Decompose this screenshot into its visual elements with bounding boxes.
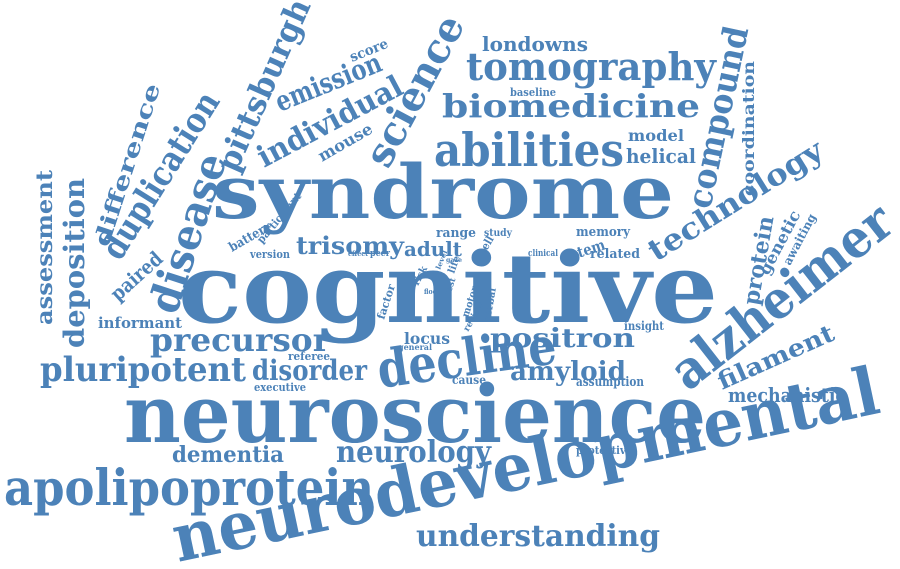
word-informant: informant: [98, 314, 182, 332]
word-helical: helical: [626, 144, 696, 168]
word-cause: cause: [452, 373, 486, 387]
word-insight: insight: [624, 319, 664, 333]
word-adult: adult: [404, 237, 463, 261]
word-effect: effect: [348, 249, 369, 258]
word-related: related: [590, 247, 640, 262]
word-memory: memory: [576, 225, 630, 240]
word-executive: executive: [254, 381, 306, 394]
word-study: study: [484, 228, 513, 239]
word-positron: positron: [490, 324, 635, 354]
word-cognitive: cognitive: [178, 232, 718, 345]
word-version: version: [249, 248, 290, 261]
word-range: range: [436, 226, 476, 241]
word-clinical: clinical: [528, 249, 558, 259]
word-disorder: disorder: [252, 354, 368, 387]
word-londowns: londowns: [482, 32, 588, 56]
word-gaze: gaze: [446, 257, 462, 264]
word-syndrome: syndrome: [212, 150, 674, 236]
word-deposition: deposition: [58, 178, 91, 348]
word-tomography: tomography: [466, 44, 717, 89]
word-general: general: [398, 342, 432, 352]
word-baseline: baseline: [510, 86, 556, 99]
word-mechanistic: mechanistic: [728, 383, 846, 407]
word-neurology: neurology: [336, 435, 492, 470]
word-assumption: assumption: [576, 375, 644, 390]
word-understanding: understanding: [416, 519, 660, 554]
word-pluripotent: pluripotent: [40, 350, 246, 390]
word-amyloid: amyloid: [510, 357, 626, 387]
word-trisomy: trisomy: [296, 231, 405, 260]
word-coordination: coordination: [739, 61, 758, 196]
word-referee: referee: [288, 350, 330, 363]
word-locus: locus: [404, 329, 450, 348]
word-abilities: abilities: [434, 123, 624, 177]
word-precursor: precursor: [150, 321, 331, 359]
word-apolipoprotein: apolipoprotein: [4, 458, 374, 517]
word-model: model: [628, 126, 684, 145]
word-peer: peer: [370, 249, 390, 259]
word-neuroscience: neuroscience: [124, 367, 706, 461]
word-dementia: dementia: [172, 442, 284, 468]
word-biomedicine: biomedicine: [442, 87, 700, 125]
word-floor: floor: [424, 287, 440, 296]
word-assessment: assessment: [32, 169, 58, 325]
word-protective: protective: [576, 444, 632, 457]
